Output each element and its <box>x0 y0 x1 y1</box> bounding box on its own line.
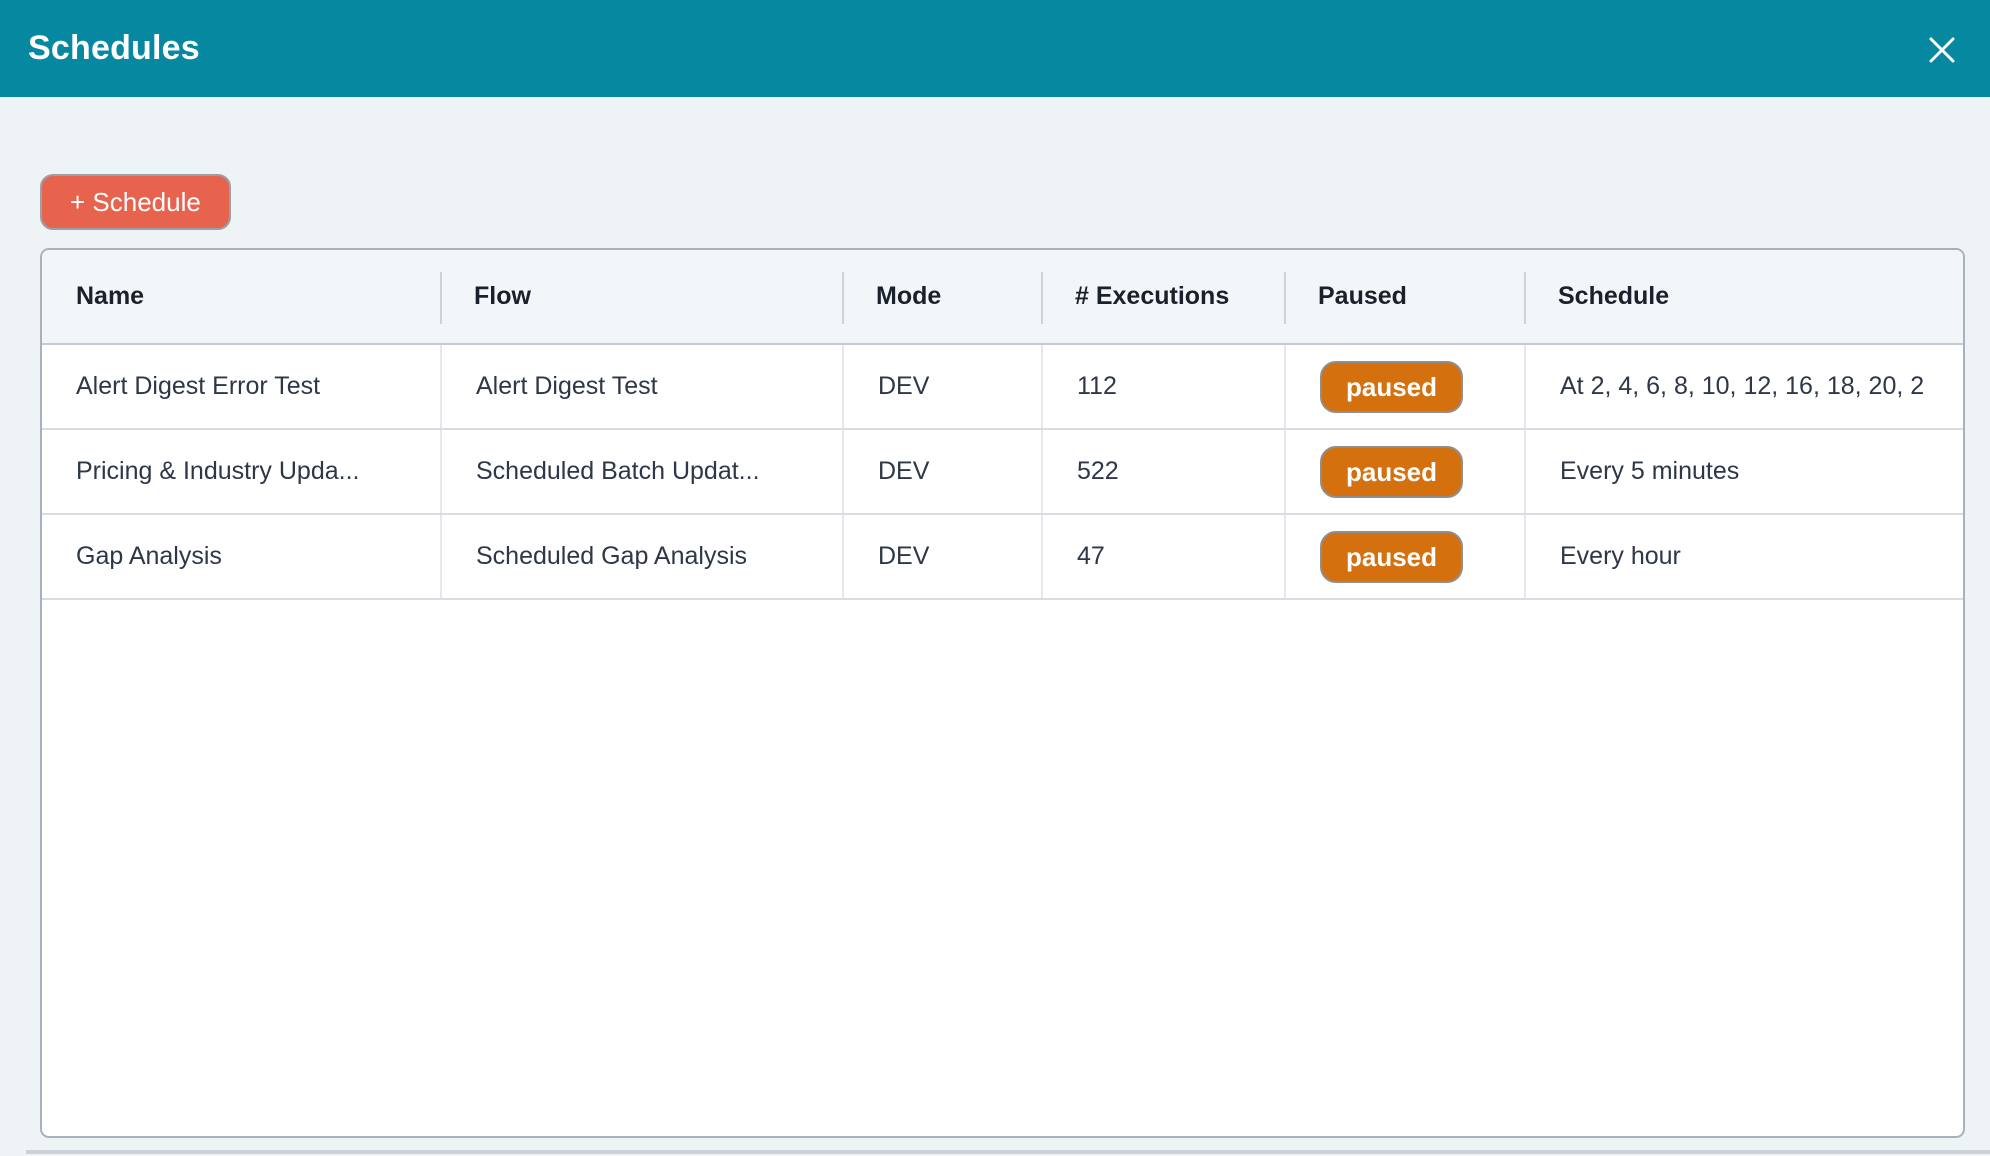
table-row[interactable]: Pricing & Industry Upda... Scheduled Bat… <box>42 430 1963 515</box>
cell-mode: DEV <box>842 345 1041 428</box>
table-row[interactable]: Gap Analysis Scheduled Gap Analysis DEV … <box>42 515 1963 600</box>
paused-badge: paused <box>1320 445 1464 498</box>
cell-paused: paused <box>1284 430 1524 513</box>
column-header-mode: Mode <box>842 250 1041 343</box>
cell-schedule: Every 5 minutes <box>1524 430 1963 513</box>
schedules-table: Name Flow Mode # Executions Paused Sched… <box>40 248 1965 1138</box>
close-icon <box>1926 34 1958 66</box>
cell-name: Pricing & Industry Upda... <box>76 457 360 485</box>
cell-paused: paused <box>1284 515 1524 598</box>
cell-flow: Alert Digest Test <box>440 345 842 428</box>
cell-executions: 112 <box>1041 345 1284 428</box>
modal-title: Schedules <box>28 29 200 67</box>
column-header-flow: Flow <box>440 250 842 343</box>
cell-name: Alert Digest Error Test <box>76 372 321 400</box>
column-header-paused: Paused <box>1284 250 1524 343</box>
cell-flow: Scheduled Batch Updat... <box>440 430 842 513</box>
cell-executions: 522 <box>1041 430 1284 513</box>
table-row[interactable]: Alert Digest Error Test Alert Digest Tes… <box>42 345 1963 430</box>
paused-badge: paused <box>1320 360 1464 413</box>
close-button[interactable] <box>1924 32 1960 68</box>
paused-badge: paused <box>1320 530 1464 583</box>
table-header-row: Name Flow Mode # Executions Paused Sched… <box>42 250 1963 345</box>
column-header-schedule: Schedule <box>1524 250 1963 343</box>
cell-schedule: At 2, 4, 6, 8, 10, 12, 16, 18, 20, 2 <box>1524 345 1963 428</box>
column-header-executions: # Executions <box>1041 250 1284 343</box>
column-header-name: Name <box>76 282 145 310</box>
bottom-divider <box>26 1150 1990 1154</box>
cell-mode: DEV <box>842 430 1041 513</box>
cell-executions: 47 <box>1041 515 1284 598</box>
add-schedule-button[interactable]: + Schedule <box>40 174 231 230</box>
modal-header: Schedules <box>0 0 1990 97</box>
cell-flow: Scheduled Gap Analysis <box>440 515 842 598</box>
cell-mode: DEV <box>842 515 1041 598</box>
cell-name: Gap Analysis <box>76 542 222 570</box>
cell-paused: paused <box>1284 345 1524 428</box>
cell-schedule: Every hour <box>1524 515 1963 598</box>
